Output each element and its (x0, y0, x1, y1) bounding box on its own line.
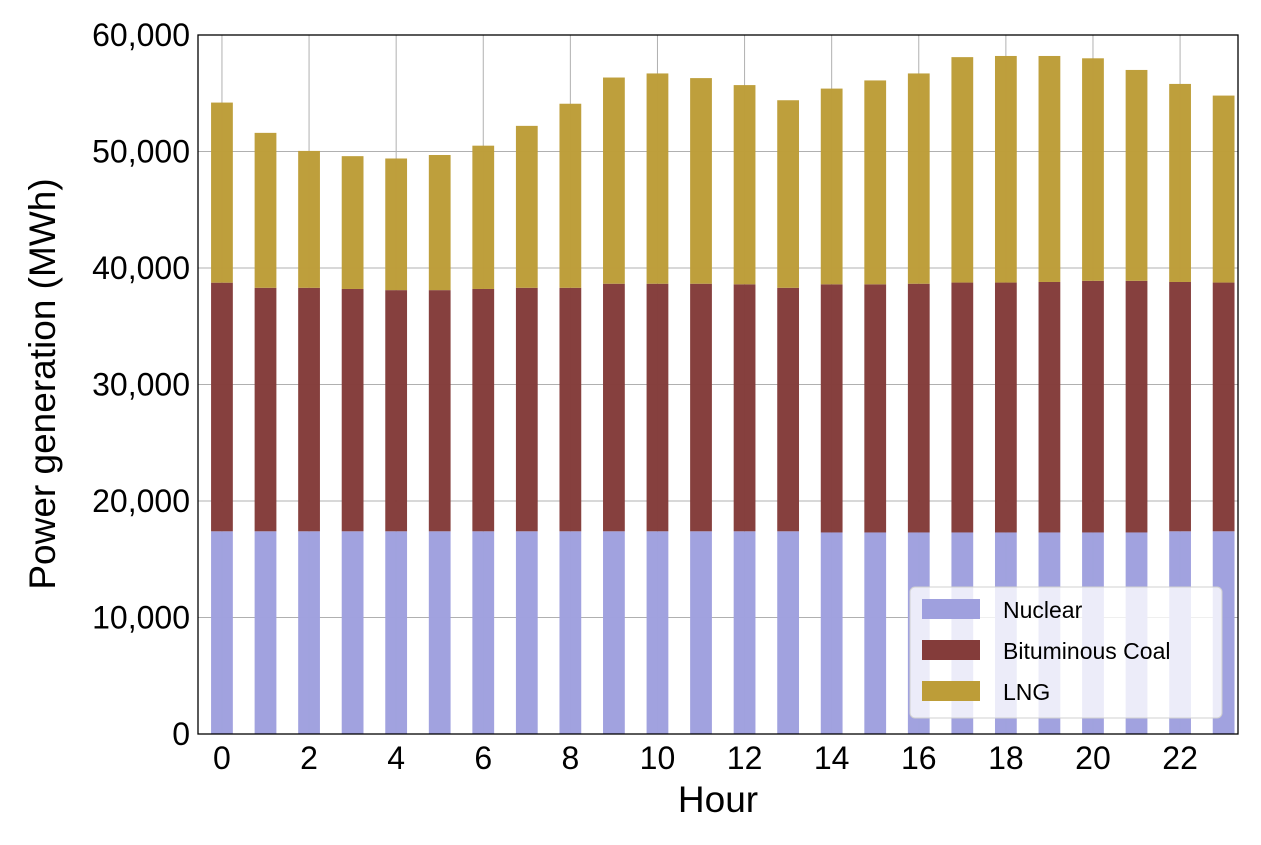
bar-bituminous-coal (515, 287, 538, 532)
bar-bituminous-coal (472, 288, 495, 532)
bar-lng (298, 150, 320, 288)
bar-lng (690, 78, 712, 284)
bar-nuclear (777, 531, 800, 734)
legend-swatch (922, 681, 980, 701)
x-tick-label: 16 (901, 740, 937, 776)
y-tick-label: 0 (172, 716, 190, 752)
bar-bituminous-coal (341, 288, 364, 532)
y-tick-label: 20,000 (92, 483, 190, 519)
bar-nuclear (254, 531, 277, 734)
bar-bituminous-coal (951, 282, 974, 533)
bar-lng (341, 156, 364, 289)
bar-bituminous-coal (690, 283, 712, 532)
bar-lng (603, 77, 625, 284)
bar-bituminous-coal (603, 283, 625, 532)
plot-frame (197, 34, 1239, 735)
bar-bituminous-coal (1038, 281, 1061, 533)
bar-nuclear (472, 531, 495, 734)
bar-nuclear (733, 531, 756, 734)
bar-bituminous-coal (1169, 281, 1191, 532)
x-tick-labels: 0 2 4 6 8 10 12 14 16 18 20 22 (213, 740, 1198, 776)
bar-lng (428, 154, 451, 291)
bar-lng (254, 132, 277, 288)
bar-lng (864, 80, 887, 285)
bar-lng (515, 125, 538, 288)
bar-bituminous-coal (1125, 280, 1148, 533)
bar-lng (1082, 58, 1104, 281)
bar-lng (1169, 83, 1191, 282)
bar-lng (1212, 95, 1235, 283)
legend-label: Bituminous Coal (1003, 638, 1170, 664)
bar-lng (820, 88, 843, 285)
y-tick-label: 60,000 (92, 17, 190, 53)
bar-nuclear (428, 531, 451, 734)
bar-bituminous-coal (211, 282, 233, 532)
bar-nuclear (385, 531, 408, 734)
x-tick-label: 12 (727, 740, 763, 776)
x-tick-label: 0 (213, 740, 231, 776)
y-tick-label: 10,000 (92, 600, 190, 636)
x-tick-label: 18 (988, 740, 1024, 776)
bar-bituminous-coal (428, 290, 451, 532)
legend-box (909, 586, 1223, 719)
bar-lng (907, 73, 930, 284)
bar-nuclear (820, 532, 843, 734)
bar-lng (777, 100, 800, 288)
bar-lng (385, 158, 408, 291)
bar-nuclear (515, 531, 538, 734)
bar-bituminous-coal (994, 282, 1017, 533)
bar-nuclear (559, 531, 582, 734)
bar-nuclear (298, 531, 320, 734)
bar-nuclear (690, 531, 712, 734)
bar-lng (951, 57, 974, 283)
bar-nuclear (211, 531, 233, 734)
bar-bituminous-coal (864, 284, 887, 533)
bar-lng (559, 103, 582, 288)
bar-lng (211, 102, 233, 283)
y-tick-label: 40,000 (92, 250, 190, 286)
y-tick-label: 50,000 (92, 134, 190, 170)
x-tick-label: 4 (387, 740, 405, 776)
legend-label: Nuclear (1003, 597, 1083, 623)
x-tick-label: 22 (1162, 740, 1198, 776)
y-tick-label: 30,000 (92, 367, 190, 403)
bar-nuclear (603, 531, 625, 734)
x-tick-label: 6 (474, 740, 492, 776)
x-axis-label: Hour (678, 779, 758, 820)
bar-bituminous-coal (733, 284, 756, 532)
bar-bituminous-coal (1212, 282, 1235, 532)
bar-lng (646, 73, 669, 284)
bar-lng (994, 55, 1017, 283)
x-tick-label: 8 (561, 740, 579, 776)
bar-bituminous-coal (559, 287, 582, 532)
bar-nuclear (864, 532, 887, 734)
bar-lng (1125, 69, 1148, 281)
bar-nuclear (341, 531, 364, 734)
legend: Nuclear Bituminous Coal LNG (909, 586, 1223, 719)
legend-swatch (922, 599, 980, 619)
bar-bituminous-coal (820, 284, 843, 533)
x-tick-label: 20 (1075, 740, 1111, 776)
y-axis-label: Power generation (MWh) (22, 178, 63, 589)
bar-bituminous-coal (1082, 280, 1104, 533)
legend-swatch (922, 640, 980, 660)
x-tick-label: 14 (814, 740, 850, 776)
bar-bituminous-coal (385, 290, 408, 532)
bar-bituminous-coal (298, 287, 320, 532)
bar-bituminous-coal (646, 283, 669, 532)
legend-label: LNG (1003, 679, 1050, 705)
bar-lng (472, 145, 495, 289)
x-tick-label: 10 (640, 740, 676, 776)
bar-lng (733, 85, 756, 285)
bar-nuclear (646, 531, 669, 734)
bar-lng (1038, 55, 1061, 282)
x-tick-label: 2 (300, 740, 318, 776)
bar-bituminous-coal (777, 287, 800, 532)
bar-bituminous-coal (907, 283, 930, 533)
y-tick-labels: 0 10,000 20,000 30,000 40,000 50,000 60,000 (92, 17, 190, 752)
bar-bituminous-coal (254, 287, 277, 532)
